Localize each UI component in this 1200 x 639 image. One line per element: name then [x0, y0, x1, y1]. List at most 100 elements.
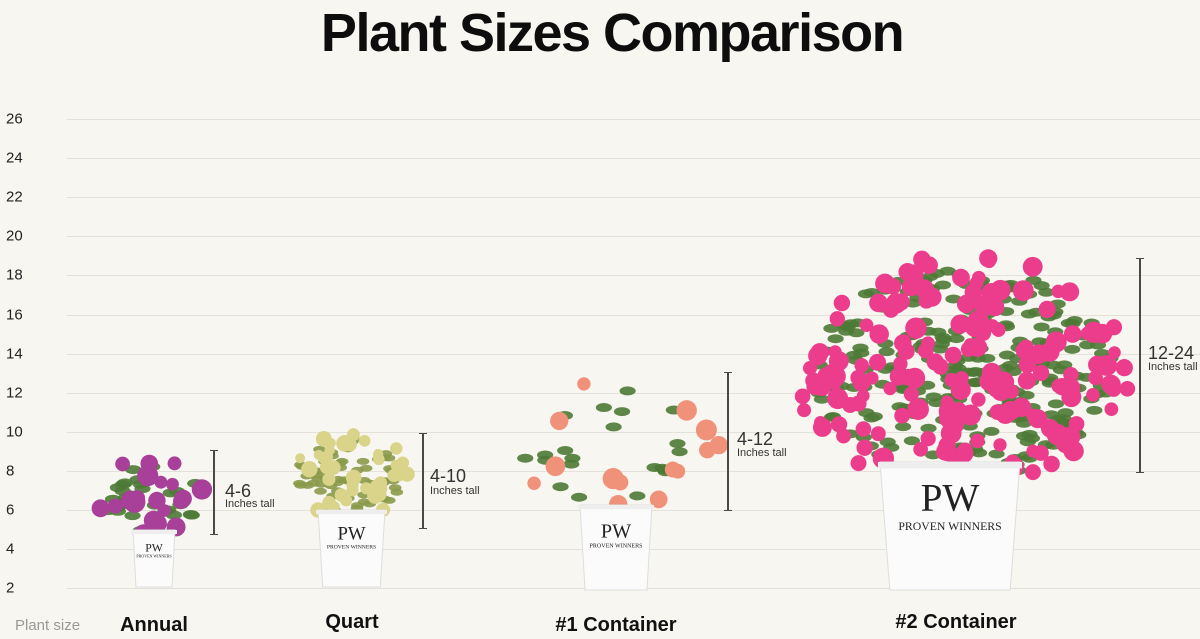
flower: [794, 388, 811, 405]
flower: [1119, 380, 1136, 397]
flower: [937, 442, 957, 462]
flower: [870, 426, 886, 442]
leaf: [629, 491, 646, 501]
flower: [334, 488, 349, 502]
leaf: [813, 394, 830, 404]
flower: [295, 453, 306, 464]
leaf: [669, 439, 686, 449]
range-1-container: 4-12: [737, 429, 774, 449]
y-tick-label: 26: [6, 110, 23, 128]
pot-rim: [131, 530, 177, 534]
flower: [913, 442, 928, 457]
flower: [346, 428, 360, 442]
flower: [158, 504, 171, 517]
flower: [390, 442, 403, 455]
flower: [869, 353, 887, 371]
flower: [960, 341, 977, 357]
flower: [990, 380, 1012, 402]
flower: [322, 472, 336, 486]
gridline: [67, 275, 1200, 277]
y-tick-label: 2: [6, 579, 15, 597]
flower: [954, 371, 969, 386]
flower: [829, 311, 845, 327]
flower: [319, 460, 334, 475]
flower: [903, 386, 919, 402]
flower: [154, 475, 168, 489]
leaf: [1064, 319, 1081, 329]
flower: [856, 439, 873, 456]
flower: [1108, 346, 1121, 359]
gridline: [67, 470, 1200, 472]
flower: [1086, 388, 1100, 402]
brand-text: PROVEN WINNERS: [589, 543, 642, 549]
leaf: [925, 392, 942, 402]
leaf: [1064, 344, 1081, 354]
flower: [981, 250, 998, 267]
flower: [995, 404, 1016, 425]
leaf: [1019, 437, 1036, 447]
leaf: [878, 347, 895, 357]
flower: [875, 273, 895, 294]
gridline: [67, 236, 1200, 238]
leaf: [595, 403, 612, 413]
flower: [128, 490, 145, 507]
flower: [859, 318, 874, 332]
flower: [649, 490, 668, 509]
range-2-container: 12-24: [1148, 343, 1195, 363]
pot-rim: [316, 510, 387, 514]
flower: [802, 361, 818, 376]
flower: [174, 489, 192, 508]
flower: [399, 466, 415, 482]
category-annual: Annual: [120, 614, 188, 636]
flower: [1053, 377, 1071, 396]
leaf: [517, 453, 534, 463]
flower: [993, 438, 1007, 452]
leaf: [351, 502, 364, 510]
leaf: [557, 446, 574, 456]
flower: [921, 336, 935, 351]
flower: [828, 345, 842, 359]
flower: [972, 270, 986, 285]
flower: [1063, 325, 1082, 343]
flower: [143, 510, 164, 531]
y-tick-label: 16: [6, 306, 23, 323]
unit-1-container: Inches tall: [737, 447, 787, 459]
leaf: [1021, 429, 1038, 439]
flower: [695, 419, 717, 441]
flower: [1092, 323, 1113, 344]
flower: [345, 469, 362, 486]
category-2-container: #2 Container: [895, 611, 1017, 633]
flower: [981, 283, 1002, 304]
flower: [854, 358, 869, 373]
gridline: [67, 431, 1200, 433]
brand-logo: PW: [145, 542, 164, 555]
flower: [898, 263, 917, 281]
pot-rim: [878, 462, 1022, 469]
leaf: [293, 479, 306, 487]
flower: [1026, 444, 1040, 458]
flower: [869, 324, 889, 344]
y-tick-label: 14: [6, 345, 23, 363]
flower: [827, 388, 849, 410]
y-tick-label: 6: [6, 501, 15, 519]
flower: [855, 421, 872, 437]
leaf: [948, 334, 965, 344]
leaf: [879, 437, 896, 447]
brand-text: PROVEN WINNERS: [327, 545, 376, 551]
range-annual: 4-6: [225, 481, 252, 501]
flower: [1043, 455, 1060, 473]
flower: [329, 501, 340, 512]
flower: [964, 316, 986, 338]
flower: [1104, 402, 1119, 417]
leaf: [1018, 390, 1035, 400]
flower: [850, 455, 867, 472]
flower: [869, 293, 888, 313]
leaf: [983, 426, 1000, 436]
leaf: [1015, 418, 1032, 428]
flower: [115, 456, 130, 472]
flower: [301, 461, 318, 478]
leaf: [570, 492, 588, 502]
unit-annual: Inches tall: [225, 498, 275, 510]
